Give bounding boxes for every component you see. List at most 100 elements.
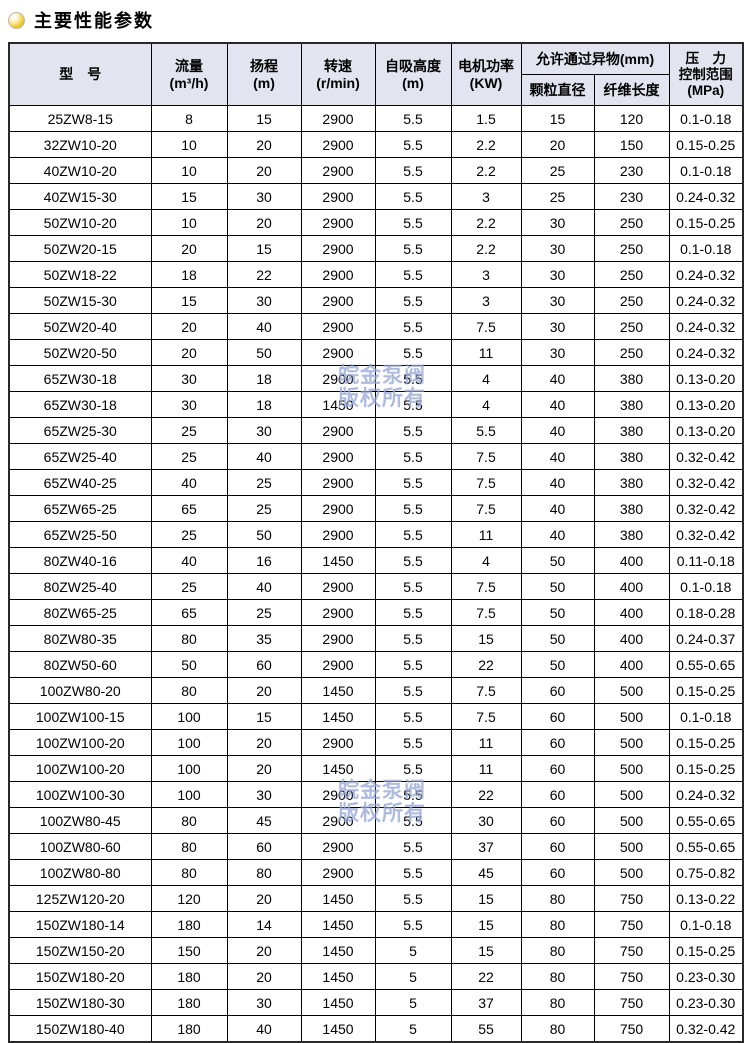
model-cell: 100ZW80-45: [8, 807, 152, 834]
col-header-speed: 转速 (r/min): [300, 42, 376, 106]
model-cell: 100ZW80-60: [8, 833, 152, 860]
value-cell: 14: [226, 911, 302, 938]
value-cell: 50: [520, 573, 595, 600]
model-cell: 100ZW80-20: [8, 677, 152, 704]
value-cell: 0.15-0.25: [668, 131, 744, 158]
col-header-flow-unit: (m³/h): [169, 74, 209, 91]
value-cell: 30: [150, 365, 228, 392]
table-row: 50ZW15-30 15 30 2900 5.5 3 30 250 0.24-0.32: [8, 287, 744, 314]
value-cell: 1450: [300, 391, 376, 418]
value-cell: 5: [374, 989, 452, 1016]
model-cell: 65ZW40-25: [8, 469, 152, 496]
col-header-power: 电机功率 (KW): [450, 42, 522, 106]
value-cell: 250: [593, 313, 670, 340]
col-header-suction: 自吸高度 (m): [374, 42, 452, 106]
value-cell: 0.75-0.82: [668, 859, 744, 886]
col-header-suction-unit: (m): [402, 74, 424, 91]
model-cell: 40ZW10-20: [8, 157, 152, 184]
value-cell: 120: [593, 105, 670, 132]
value-cell: 22: [450, 651, 522, 678]
value-cell: 2900: [300, 209, 376, 236]
table-row: 80ZW25-40 25 40 2900 5.5 7.5 50 400 0.1-0.18: [8, 573, 744, 600]
value-cell: 5.5: [374, 131, 452, 158]
table-row: 80ZW40-16 40 16 1450 5.5 4 50 400 0.11-0.18: [8, 547, 744, 574]
value-cell: 2900: [300, 651, 376, 678]
value-cell: 5.5: [374, 261, 452, 288]
value-cell: 5.5: [374, 339, 452, 366]
model-cell: 150ZW180-30: [8, 989, 152, 1016]
value-cell: 4: [450, 547, 522, 574]
value-cell: 20: [226, 157, 302, 184]
table-row: 125ZW120-20 120 20 1450 5.5 15 80 750 0.13-0.22: [8, 885, 744, 912]
value-cell: 7.5: [450, 495, 522, 522]
model-cell: 65ZW30-18: [8, 365, 152, 392]
value-cell: 22: [226, 261, 302, 288]
model-cell: 150ZW180-40: [8, 1015, 152, 1043]
value-cell: 15: [226, 105, 302, 132]
value-cell: 30: [520, 209, 595, 236]
value-cell: 5.5: [374, 703, 452, 730]
value-cell: 60: [520, 755, 595, 782]
value-cell: 40: [226, 443, 302, 470]
value-cell: 25: [150, 417, 228, 444]
value-cell: 80: [150, 833, 228, 860]
value-cell: 250: [593, 209, 670, 236]
value-cell: 20: [226, 885, 302, 912]
value-cell: 30: [226, 781, 302, 808]
model-cell: 65ZW25-50: [8, 521, 152, 548]
value-cell: 0.55-0.65: [668, 651, 744, 678]
table-row: 65ZW30-18 30 18 1450 5.5 4 40 380 0.13-0.20: [8, 391, 744, 418]
value-cell: 1450: [300, 885, 376, 912]
value-cell: 25: [226, 599, 302, 626]
value-cell: 180: [150, 911, 228, 938]
value-cell: 120: [150, 885, 228, 912]
model-cell: 150ZW180-14: [8, 911, 152, 938]
value-cell: 20: [520, 131, 595, 158]
value-cell: 0.32-0.42: [668, 521, 744, 548]
value-cell: 50: [520, 651, 595, 678]
model-cell: 50ZW10-20: [8, 209, 152, 236]
value-cell: 25: [226, 495, 302, 522]
value-cell: 380: [593, 417, 670, 444]
value-cell: 37: [450, 989, 522, 1016]
table-row: 65ZW25-40 25 40 2900 5.5 7.5 40 380 0.32-0.42: [8, 443, 744, 470]
value-cell: 40: [520, 365, 595, 392]
value-cell: 400: [593, 573, 670, 600]
value-cell: 5.5: [374, 235, 452, 262]
value-cell: 10: [150, 131, 228, 158]
value-cell: 2900: [300, 859, 376, 886]
model-cell: 65ZW65-25: [8, 495, 152, 522]
value-cell: 11: [450, 339, 522, 366]
value-cell: 45: [226, 807, 302, 834]
value-cell: 0.15-0.25: [668, 677, 744, 704]
value-cell: 15: [226, 703, 302, 730]
value-cell: 35: [226, 625, 302, 652]
value-cell: 0.15-0.25: [668, 729, 744, 756]
value-cell: 60: [226, 651, 302, 678]
model-cell: 100ZW100-20: [8, 729, 152, 756]
value-cell: 16: [226, 547, 302, 574]
value-cell: 18: [150, 261, 228, 288]
value-cell: 2900: [300, 807, 376, 834]
model-cell: 100ZW100-20: [8, 755, 152, 782]
col-header-power-label: 电机功率: [458, 57, 514, 74]
value-cell: 5.5: [374, 365, 452, 392]
value-cell: 7.5: [450, 677, 522, 704]
value-cell: 0.24-0.32: [668, 781, 744, 808]
value-cell: 400: [593, 547, 670, 574]
value-cell: 5.5: [374, 573, 452, 600]
value-cell: 20: [150, 339, 228, 366]
value-cell: 0.23-0.30: [668, 963, 744, 990]
value-cell: 5.5: [374, 651, 452, 678]
table-row: 65ZW30-18 30 18 2900 5.5 4 40 380 0.13-0.20: [8, 365, 744, 392]
value-cell: 1450: [300, 703, 376, 730]
col-header-model: 型 号: [8, 42, 152, 106]
value-cell: 80: [520, 1015, 595, 1043]
value-cell: 750: [593, 989, 670, 1016]
value-cell: 5.5: [374, 625, 452, 652]
value-cell: 0.32-0.42: [668, 443, 744, 470]
value-cell: 25: [150, 443, 228, 470]
value-cell: 40: [226, 313, 302, 340]
value-cell: 2900: [300, 235, 376, 262]
value-cell: 65: [150, 495, 228, 522]
